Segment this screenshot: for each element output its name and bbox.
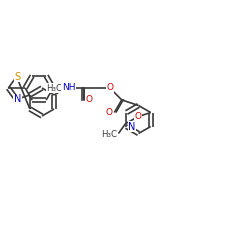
Text: O: O — [134, 112, 141, 121]
Text: H₃C: H₃C — [102, 130, 117, 139]
Text: O: O — [106, 108, 113, 117]
Text: NH: NH — [62, 84, 75, 92]
Text: S: S — [14, 72, 20, 82]
Text: O: O — [106, 84, 113, 92]
Text: H₃C: H₃C — [46, 84, 62, 92]
Text: N: N — [14, 94, 21, 104]
Text: N: N — [128, 122, 136, 132]
Text: O: O — [86, 96, 93, 104]
